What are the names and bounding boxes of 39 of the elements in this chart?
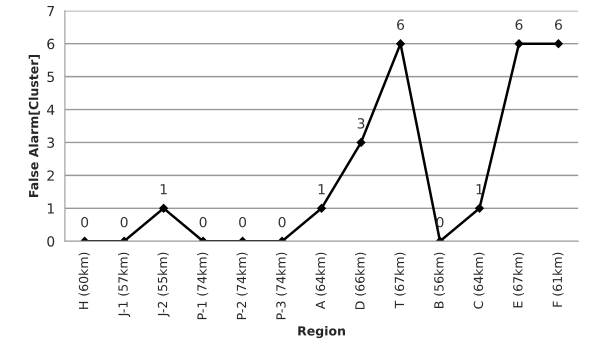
y-tick-label: 5 — [47, 72, 54, 82]
data-label: 1 — [160, 184, 167, 194]
y-tick-label: 7 — [47, 6, 54, 16]
x-tick-label: C (64km) — [473, 252, 485, 309]
x-tick-label: P-2 (74km) — [236, 252, 248, 320]
point — [356, 138, 366, 147]
y-tick-label: 4 — [47, 104, 54, 115]
y-axis-title: False Alarm[Cluster] — [28, 54, 40, 197]
y-tick-label: 0 — [47, 236, 54, 247]
x-tick-label: A (64km) — [316, 252, 327, 310]
x-tick-label: B (56km) — [434, 252, 446, 308]
data-label: 0 — [278, 216, 286, 228]
data-label: 0 — [200, 216, 207, 228]
data-label: 6 — [516, 19, 523, 30]
point — [554, 39, 563, 48]
data-label: 0 — [81, 216, 88, 228]
y-tick-label: 1 — [48, 203, 54, 214]
data-label: 0 — [239, 216, 246, 228]
data-label: 3 — [358, 118, 364, 129]
y-tick-label: 6 — [47, 38, 54, 50]
data-label: 0 — [120, 216, 128, 228]
x-tick-label: P-3 (74km) — [276, 252, 288, 320]
x-tick-label: E (67km) — [512, 252, 524, 308]
y-tick-label: 2 — [47, 170, 54, 181]
x-tick-label: P-1 (74km) — [197, 252, 208, 320]
point — [396, 39, 405, 48]
x-tick-label: H (60km) — [78, 252, 90, 309]
data-label: 6 — [555, 19, 562, 30]
data-label: 1 — [476, 184, 483, 194]
data-label: 6 — [397, 19, 404, 30]
x-tick-label: F (61km) — [552, 252, 564, 307]
x-tick-label: D (66km) — [354, 252, 366, 310]
data-label: 1 — [318, 184, 325, 194]
y-tick-label: 3 — [47, 137, 54, 148]
x-tick-label: J-1 (57km) — [118, 252, 130, 318]
point — [514, 39, 524, 48]
x-tick-label: T (67km) — [394, 252, 406, 308]
x-axis-title: Region — [298, 326, 345, 338]
x-tick-label: J-2 (55km) — [158, 252, 170, 318]
